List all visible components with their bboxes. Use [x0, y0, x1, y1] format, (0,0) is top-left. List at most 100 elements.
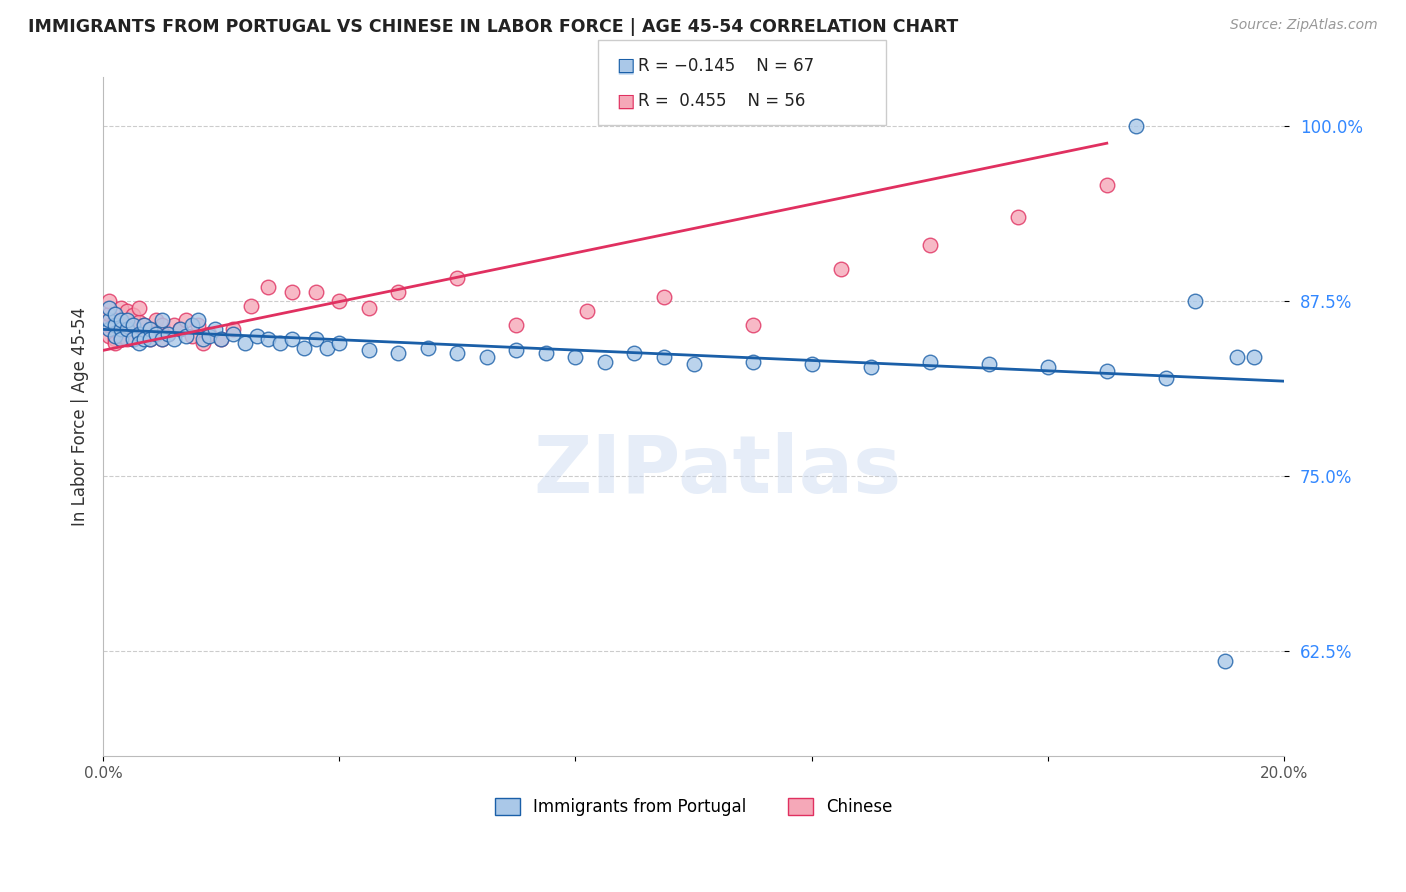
Point: [209, 332, 232, 346]
Point: [328, 294, 350, 309]
Point: [98, 301, 121, 316]
Point: [257, 280, 280, 294]
Point: [139, 322, 162, 336]
Point: [110, 332, 132, 346]
Point: [98, 318, 121, 333]
Point: [121, 332, 143, 346]
Point: [180, 329, 202, 343]
Point: [121, 318, 143, 333]
Point: [446, 270, 468, 285]
Point: [128, 326, 150, 341]
Point: [115, 332, 138, 346]
Point: [139, 332, 162, 346]
Point: [1007, 211, 1029, 225]
Point: [139, 332, 162, 346]
Point: [682, 357, 704, 371]
Point: [150, 318, 173, 333]
Point: [193, 332, 215, 346]
Point: [800, 357, 823, 371]
Point: [305, 332, 328, 346]
Point: [145, 326, 167, 341]
Text: IMMIGRANTS FROM PORTUGAL VS CHINESE IN LABOR FORCE | AGE 45-54 CORRELATION CHART: IMMIGRANTS FROM PORTUGAL VS CHINESE IN L…: [28, 18, 959, 36]
Point: [104, 307, 127, 321]
Point: [98, 329, 121, 343]
Point: [246, 329, 269, 343]
Point: [110, 329, 132, 343]
Point: [169, 322, 191, 336]
Point: [157, 326, 180, 341]
Point: [150, 332, 173, 346]
Point: [357, 301, 380, 316]
Point: [233, 336, 256, 351]
Point: [150, 312, 173, 326]
Point: [564, 351, 586, 365]
Point: [128, 301, 150, 316]
Point: [104, 318, 127, 333]
Point: [139, 322, 162, 336]
Point: [204, 322, 226, 336]
Point: [169, 322, 191, 336]
Point: [104, 332, 127, 346]
Point: [1243, 351, 1265, 365]
Point: [98, 294, 121, 309]
Point: [387, 285, 409, 299]
Point: [534, 346, 557, 360]
Point: [150, 332, 173, 346]
Point: [110, 322, 132, 336]
Point: [1184, 294, 1206, 309]
Point: [121, 309, 143, 323]
Point: [145, 312, 167, 326]
Point: [257, 332, 280, 346]
Point: [505, 318, 527, 333]
Text: ZIPatlas: ZIPatlas: [533, 432, 901, 510]
Point: [328, 336, 350, 351]
Point: [134, 332, 156, 346]
Point: [281, 332, 304, 346]
Point: [163, 332, 186, 346]
Point: [145, 322, 167, 336]
Point: [104, 322, 127, 336]
Point: [198, 326, 221, 341]
Point: [134, 329, 156, 343]
Point: [128, 336, 150, 351]
Point: [305, 285, 328, 299]
Point: [115, 322, 138, 336]
Point: [110, 301, 132, 316]
Point: [174, 329, 197, 343]
Point: [115, 312, 138, 326]
Point: [357, 343, 380, 358]
Text: R = −0.145    N = 67: R = −0.145 N = 67: [638, 56, 814, 75]
Point: [1213, 654, 1236, 668]
Point: [104, 336, 127, 351]
Point: [269, 336, 291, 351]
Point: [104, 312, 127, 326]
Point: [741, 354, 763, 368]
Point: [222, 322, 245, 336]
Point: [128, 326, 150, 341]
Point: [1095, 364, 1118, 378]
Text: □: □: [616, 56, 634, 75]
Point: [918, 354, 941, 368]
Point: [104, 329, 127, 343]
Point: [1154, 371, 1177, 385]
Point: [505, 343, 527, 358]
Point: [239, 299, 262, 313]
Point: [918, 238, 941, 252]
Point: [387, 346, 409, 360]
Point: [187, 318, 209, 333]
Point: [623, 346, 645, 360]
Point: [193, 336, 215, 351]
Point: [128, 315, 150, 329]
Point: [1125, 120, 1147, 134]
Point: [98, 312, 121, 326]
Text: ■: ■: [616, 56, 634, 75]
Point: [446, 346, 468, 360]
Point: [741, 318, 763, 333]
Point: [121, 332, 143, 346]
Point: [110, 312, 132, 326]
Point: [121, 318, 143, 333]
Point: [157, 326, 180, 341]
Point: [110, 332, 132, 346]
Point: [110, 322, 132, 336]
Point: [977, 357, 1000, 371]
